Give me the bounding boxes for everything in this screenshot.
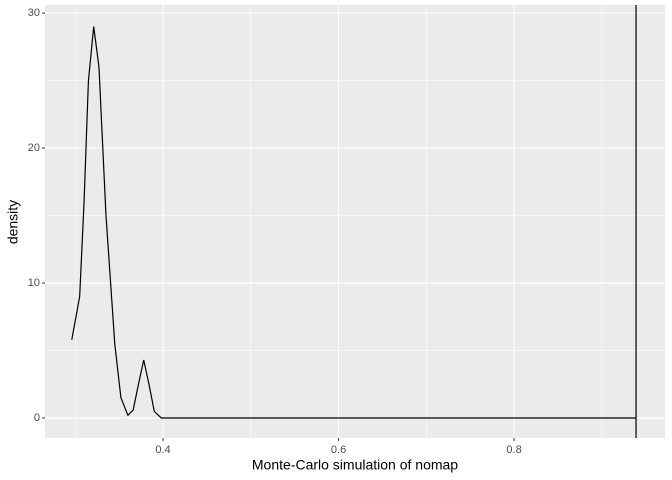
y-tick-label: 30 [28,7,40,19]
y-axis-title: density [5,200,21,244]
density-line [71,26,637,419]
grid [45,5,665,438]
x-tick-label: 0.4 [155,444,170,456]
x-tick-label: 0.6 [331,444,346,456]
x-axis-title: Monte-Carlo simulation of nomap [252,457,458,473]
y-tick-label: 20 [28,142,40,154]
x-tick-label: 0.8 [506,444,521,456]
y-tick-label: 10 [28,277,40,289]
panel [45,5,665,438]
y-tick-label: 0 [34,412,40,424]
